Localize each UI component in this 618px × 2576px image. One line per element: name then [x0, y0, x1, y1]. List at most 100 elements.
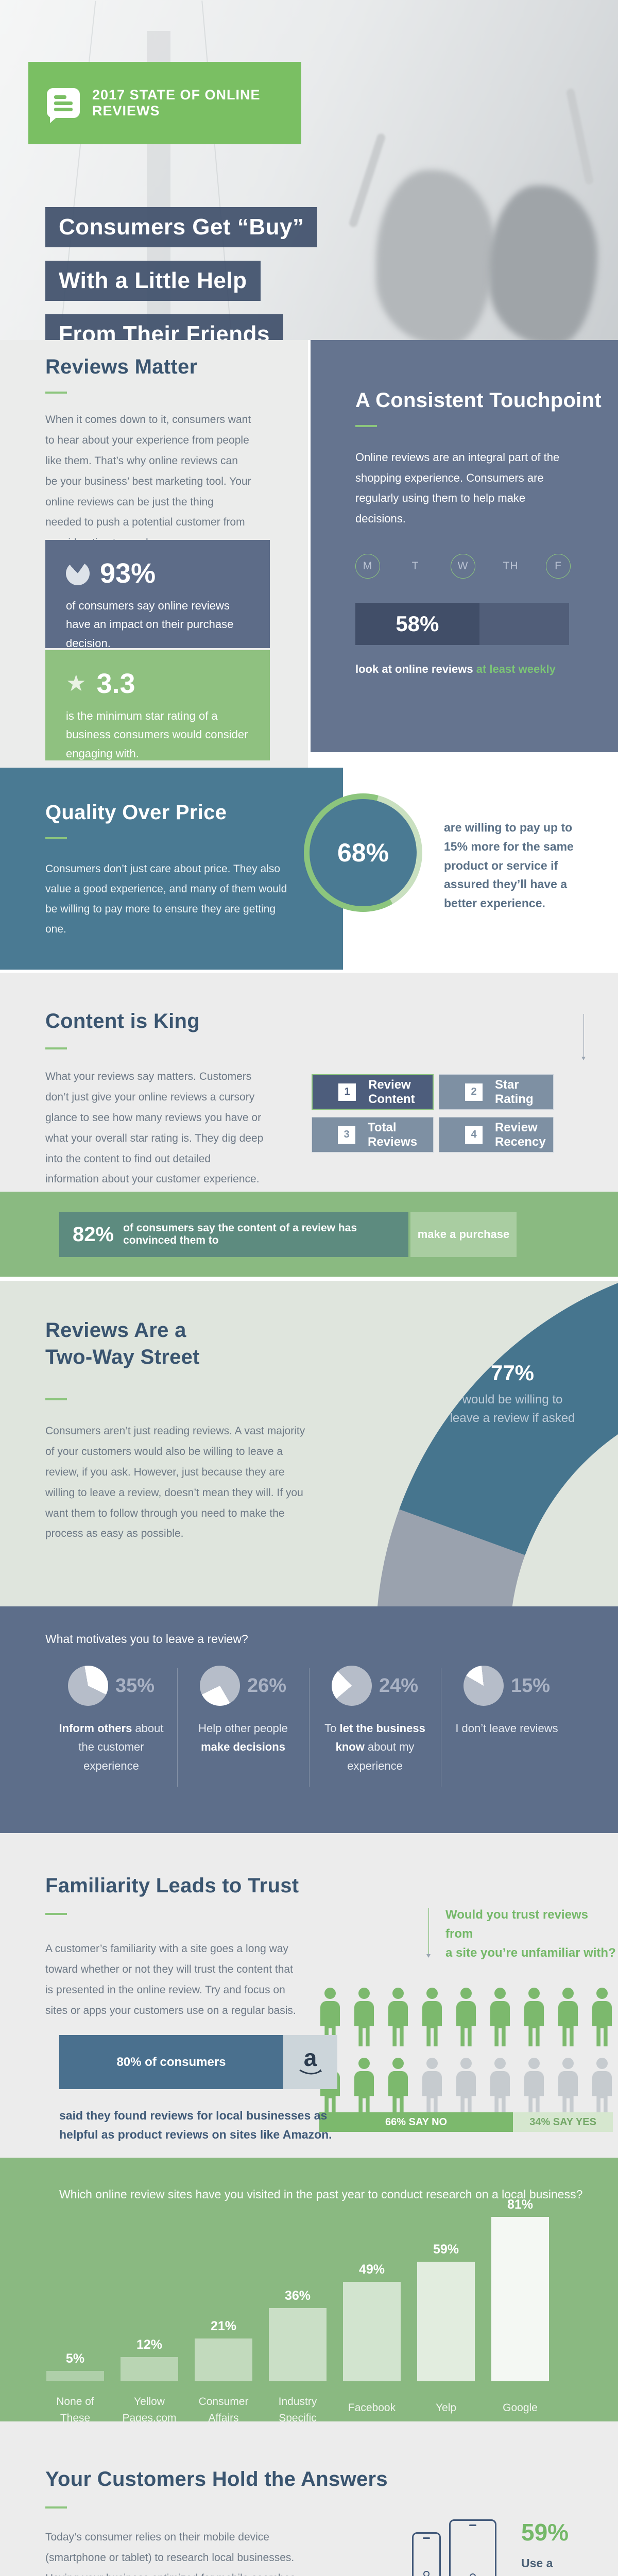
touchpoint-heading: A Consistent Touchpoint — [355, 389, 602, 412]
bar-category-label: Yelp — [435, 2402, 457, 2414]
rank-label: Review Content — [368, 1077, 415, 1106]
weekday-row: M T W TH F — [355, 554, 571, 579]
motivation-pie-icon — [463, 1666, 504, 1706]
label-bold: Inform others — [59, 1722, 132, 1735]
weekly-usage-caption-highlight: at least weekly — [476, 663, 556, 675]
motivation-item-none: 15% I don’t leave reviews — [441, 1666, 573, 1738]
label-bold: make decisions — [201, 1740, 285, 1754]
bar-value-label: 81% — [507, 2197, 534, 2212]
stat-33-card: ★ 3.3 is the minimum star rating of a bu… — [45, 650, 270, 760]
person-icon — [591, 2058, 613, 2119]
section-divider — [0, 970, 618, 973]
review-sites-question: Which online review sites have you visit… — [59, 2188, 583, 2201]
bar-category-label: None of These — [56, 2396, 94, 2424]
weekly-usage-caption-plain: look at online reviews — [355, 663, 476, 675]
stat-93-card: 93% of consumers say online reviews have… — [45, 540, 270, 650]
weekday-wednesday: W — [451, 554, 475, 579]
weekday-friday: F — [546, 554, 571, 579]
report-badge: 2017 STATE OF ONLINE REVIEWS — [28, 62, 301, 144]
person-icon — [421, 2058, 443, 2119]
weekday-thursday: TH — [503, 560, 519, 572]
label-post: about my experience — [347, 1740, 415, 1772]
down-arrow-icon — [426, 1908, 431, 1958]
bar-value-label: 12% — [136, 2337, 163, 2352]
arc-label-group: 77% would be willing to leave a review i… — [435, 1361, 590, 1428]
customers-section: Your Customers Hold the Answers Today’s … — [0, 2421, 618, 2576]
quality-panel — [0, 768, 343, 970]
say-no-segment: 66% SAY NO — [319, 2112, 513, 2132]
stat-93-value: 93% — [100, 558, 156, 589]
motivation-pct: 15% — [510, 1674, 551, 1697]
two-way-body: Consumers aren’t just reading reviews. A… — [45, 1425, 305, 1540]
amazon-a-glyph: a — [303, 2044, 317, 2071]
label-post: about the customer experience — [78, 1722, 164, 1772]
person-icon — [421, 1988, 443, 2048]
motivation-pct: 26% — [247, 1674, 287, 1697]
rank-number: 1 — [338, 1083, 356, 1101]
motivation-item-inform: 35% Inform others about the customer exp… — [45, 1666, 177, 1775]
weekly-usage-bar: 58% — [355, 603, 569, 645]
accent-dash — [45, 392, 67, 394]
content-king-section: Content is King What your reviews say ma… — [0, 973, 618, 2019]
motivation-pct: 35% — [115, 1674, 155, 1697]
weekday-monday: M — [355, 554, 380, 579]
bar-yellow-pages — [121, 2357, 178, 2381]
down-arrow-icon — [581, 1014, 586, 1060]
customers-heading: Your Customers Hold the Answers — [45, 2468, 388, 2490]
label-pre: Help other people — [198, 1722, 288, 1735]
donut-68-chart: 68% — [304, 793, 422, 912]
label-bold: let the business know — [335, 1722, 425, 1754]
report-badge-label: 2017 STATE OF ONLINE REVIEWS — [92, 87, 261, 118]
person-icon — [489, 2058, 511, 2119]
rank-label: Review Recency — [495, 1120, 546, 1149]
accent-dash — [45, 2506, 67, 2509]
stat-33-value: 3.3 — [96, 668, 135, 699]
stat-59-caption: Use a Smartphone or Tablet to Research L… — [521, 2556, 606, 2576]
bar-value-label: 5% — [65, 2351, 85, 2366]
motivation-pie-icon — [199, 1666, 240, 1706]
convinced-statement: 82% of consumers say the content of a re… — [59, 1212, 408, 1257]
familiarity-section: Familiarity Leads to Trust A customer’s … — [0, 1833, 618, 2158]
weekday-tuesday: T — [411, 560, 419, 572]
rank-label: Star Rating — [495, 1077, 534, 1106]
touchpoint-panel — [311, 340, 618, 752]
motivation-pie-icon — [331, 1666, 372, 1706]
convinced-band: 82% of consumers say the content of a re… — [0, 1192, 618, 1277]
rank-card-review-content: 1 Review Content — [312, 1074, 434, 1110]
amazon-stat-text: 80% of consumers — [59, 2035, 283, 2089]
donut-68-value: 68% — [310, 799, 417, 906]
person-icon — [353, 2058, 375, 2119]
pie-chart-icon — [66, 562, 90, 585]
motivation-item-business: 24% To let the business know about my ex… — [309, 1666, 441, 1775]
convinced-text: of consumers say the content of a review… — [123, 1222, 357, 1246]
label-pre: I don’t leave reviews — [455, 1722, 558, 1735]
hero-section: 2017 STATE OF ONLINE REVIEWS Consumers G… — [0, 0, 618, 340]
person-icon — [591, 1988, 613, 2048]
touchpoint-body: Online reviews are an integral part of t… — [355, 451, 560, 525]
convinced-highlight: make a purchase — [410, 1212, 517, 1257]
amazon-stat-box: 80% of consumers a — [59, 2035, 337, 2089]
bar-google — [491, 2217, 549, 2381]
rank-card-total-reviews: 3 Total Reviews — [312, 1117, 434, 1153]
content-king-body: What your reviews say matters. Customers… — [45, 1071, 264, 1185]
stat-93-caption: of consumers say online reviews have an … — [66, 599, 234, 650]
bar-category-label: Yellow Pages.com — [122, 2396, 177, 2424]
donut-68-caption: are willing to pay up to 15% more for th… — [444, 821, 574, 910]
hero-title-line-1: Consumers Get “Buy” — [45, 207, 318, 247]
convinced-value: 82% — [73, 1223, 114, 1246]
stat-59-value: 59% — [521, 2519, 569, 2546]
accent-dash — [45, 1047, 67, 1049]
raised-arm-decoration — [348, 132, 386, 228]
rank-card-review-recency: 4 Review Recency — [439, 1117, 554, 1153]
person-icon — [387, 1988, 409, 2048]
hero-title-line-2: With a Little Help — [45, 261, 261, 301]
bar-category-label: Google — [503, 2402, 538, 2414]
tablet-icon — [449, 2519, 496, 2576]
quality-heading: Quality Over Price — [45, 801, 227, 824]
quality-body: Consumers don’t just care about price. T… — [45, 863, 287, 935]
person-icon — [455, 1988, 477, 2048]
bar-value-label: 36% — [284, 2289, 311, 2303]
weekly-usage-bar-value: 58% — [355, 603, 479, 645]
person-icon — [557, 1988, 579, 2048]
